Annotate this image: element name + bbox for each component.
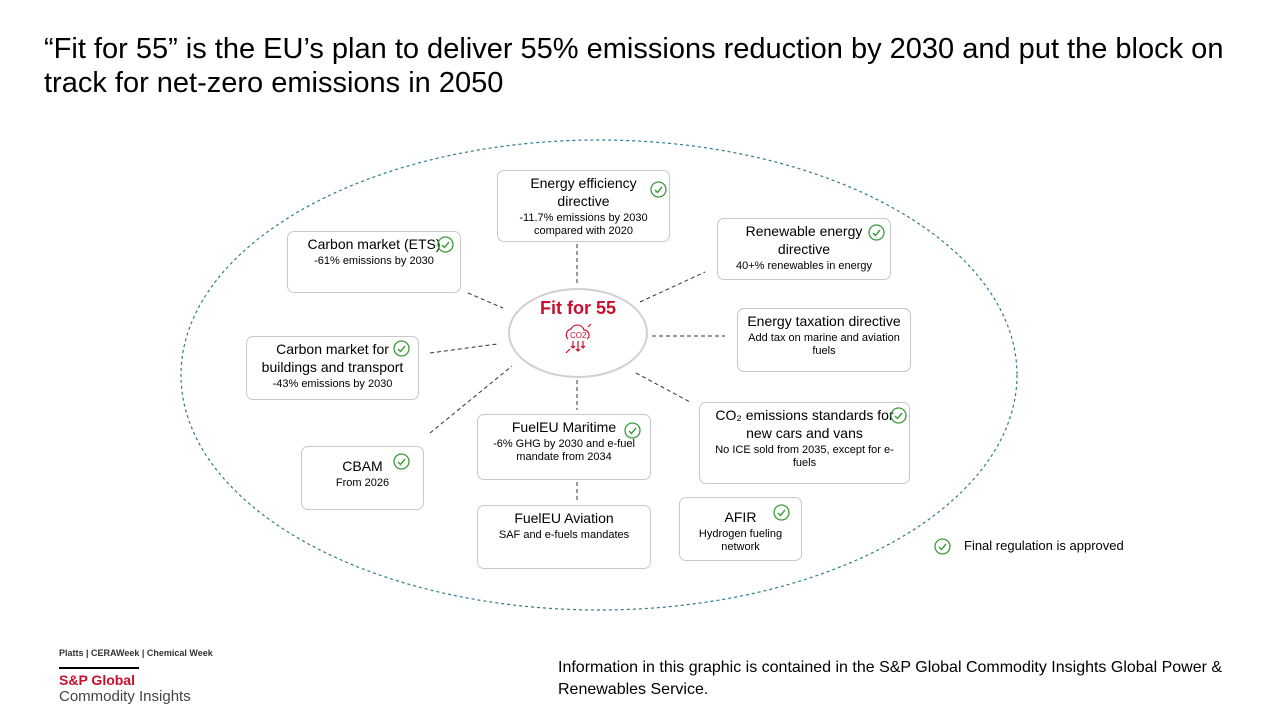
policy-title: Carbon market (ETS) (307, 236, 441, 252)
slide-title: “Fit for 55” is the EU’s plan to deliver… (44, 33, 1224, 99)
policy-detail: Hydrogen fueling network (698, 528, 783, 553)
check-circle-icon (393, 453, 410, 470)
policy-detail: -11.7% emissions by 2030 compared with 2… (519, 212, 648, 237)
fit-for-55-hub: Fit for 55 CO2 (508, 288, 648, 378)
svg-text:CO2: CO2 (570, 331, 587, 340)
policy-box-energy-efficiency: Energy efficiency directive -11.7% emissi… (497, 170, 670, 242)
policy-box-energy-taxation: Energy taxation directive Add tax on mari… (737, 308, 911, 372)
policy-box-fueleu-aviation: FuelEU Aviation SAF and e-fuels mandates (477, 505, 651, 569)
policy-detail: -43% emissions by 2030 (272, 378, 393, 390)
policy-box-fueleu-maritime: FuelEU Maritime -6% GHG by 2030 and e-fue… (477, 414, 651, 480)
check-circle-icon (868, 224, 885, 241)
check-circle-icon (773, 504, 790, 521)
policy-title: Energy taxation directive (747, 313, 901, 329)
brand-list: Platts | CERAWeek | Chemical Week (59, 648, 213, 658)
policy-detail: -61% emissions by 2030 (314, 255, 434, 267)
legend-label: Final regulation is approved (964, 538, 1124, 553)
co2-cloud-icon: CO2 (565, 323, 592, 354)
check-circle-icon (890, 407, 907, 424)
policy-title: CO₂ emissions standards for new cars and… (715, 407, 894, 441)
source-note: Information in this graphic is contained… (558, 659, 1223, 698)
policy-detail: -6% GHG by 2030 and e-fuel mandate from … (493, 438, 635, 463)
logo-line1: S&P Global (59, 672, 135, 688)
policy-detail: From 2026 (335, 477, 390, 489)
policy-title: FuelEU Aviation (514, 510, 614, 526)
policy-title: FuelEU Maritime (511, 419, 617, 435)
check-circle-icon (393, 340, 410, 357)
policy-box-renewable-energy: Renewable energy directive 40+% renewable… (717, 218, 891, 280)
hub-label: Fit for 55 (539, 298, 616, 318)
check-circle-icon (650, 181, 667, 198)
policy-detail: No ICE sold from 2035, except for e-fuel… (715, 444, 894, 469)
policy-title: Renewable energy directive (745, 223, 863, 257)
legend: Final regulation is approved (934, 538, 1124, 555)
check-circle-icon (624, 422, 641, 439)
policy-title: Carbon market for buildings and transpor… (261, 341, 404, 375)
policy-title: Energy efficiency directive (530, 175, 637, 209)
sp-global-logo: Platts | CERAWeek | Chemical Week S&P Gl… (59, 648, 213, 705)
policy-box-carbon-market-ets: Carbon market (ETS) -61% emissions by 203… (287, 231, 461, 293)
outer-ellipse (180, 139, 1018, 611)
logo-line2: Commodity Insights (59, 688, 191, 705)
policy-title: AFIR (724, 509, 757, 525)
policy-box-cbam: CBAM From 2026 (301, 446, 424, 510)
policy-detail: 40+% renewables in energy (735, 260, 873, 272)
policy-detail: Add tax on marine and aviation fuels (748, 332, 900, 357)
policy-detail: SAF and e-fuels mandates (498, 529, 630, 541)
check-circle-icon (437, 236, 454, 253)
policy-box-afir: AFIR Hydrogen fueling network (679, 497, 802, 561)
check-circle-icon (934, 538, 951, 555)
policy-box-co2-standards: CO₂ emissions standards for new cars and… (699, 402, 910, 484)
policy-box-carbon-market-buildings: Carbon market for buildings and transpor… (246, 336, 419, 400)
policy-title: CBAM (342, 458, 383, 474)
